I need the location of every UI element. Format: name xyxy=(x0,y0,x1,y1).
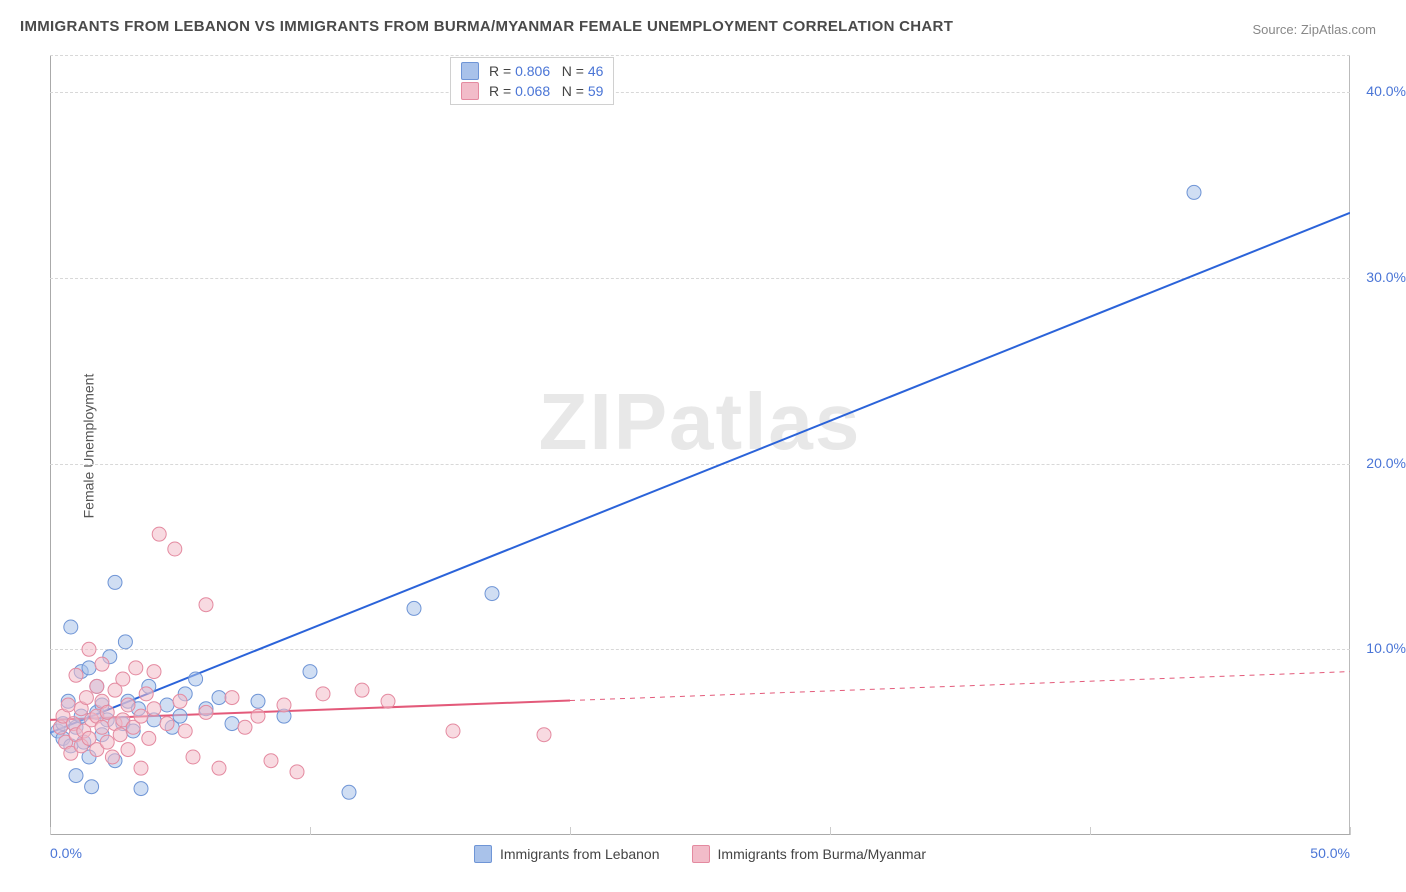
data-point xyxy=(108,575,122,589)
data-point xyxy=(199,598,213,612)
x-tick xyxy=(1350,827,1351,835)
data-point xyxy=(290,765,304,779)
data-point xyxy=(134,709,148,723)
data-point xyxy=(173,694,187,708)
data-point xyxy=(251,709,265,723)
data-point xyxy=(129,661,143,675)
legend-label-burma: Immigrants from Burma/Myanmar xyxy=(718,846,926,862)
data-point xyxy=(69,769,83,783)
data-point xyxy=(90,679,104,693)
data-point xyxy=(85,780,99,794)
data-point xyxy=(113,728,127,742)
x-tick-label: 0.0% xyxy=(50,845,82,861)
data-point xyxy=(82,661,96,675)
chart-title: IMMIGRANTS FROM LEBANON VS IMMIGRANTS FR… xyxy=(20,18,953,35)
y-tick-label: 30.0% xyxy=(1366,269,1406,285)
data-point xyxy=(134,761,148,775)
data-point xyxy=(264,754,278,768)
data-point xyxy=(82,642,96,656)
data-point xyxy=(277,698,291,712)
data-point xyxy=(178,724,192,738)
data-point xyxy=(342,785,356,799)
y-tick-label: 10.0% xyxy=(1366,640,1406,656)
swatch-lebanon xyxy=(474,845,492,863)
data-point xyxy=(105,750,119,764)
data-point xyxy=(95,720,109,734)
swatch-lebanon xyxy=(461,62,479,80)
data-point xyxy=(485,587,499,601)
data-point xyxy=(152,527,166,541)
swatch-burma xyxy=(692,845,710,863)
data-point xyxy=(225,691,239,705)
data-point xyxy=(446,724,460,738)
data-point xyxy=(139,687,153,701)
data-point xyxy=(121,743,135,757)
data-point xyxy=(134,782,148,796)
data-point xyxy=(121,698,135,712)
data-point xyxy=(118,635,132,649)
data-point xyxy=(79,691,93,705)
data-point xyxy=(199,705,213,719)
data-point xyxy=(537,728,551,742)
data-point xyxy=(95,657,109,671)
data-point xyxy=(64,620,78,634)
data-point xyxy=(147,702,161,716)
legend-label-lebanon: Immigrants from Lebanon xyxy=(500,846,660,862)
legend-series: Immigrants from Lebanon Immigrants from … xyxy=(474,845,926,863)
data-point xyxy=(407,601,421,615)
data-point xyxy=(100,735,114,749)
source-label: Source: ZipAtlas.com xyxy=(1252,22,1376,37)
data-point xyxy=(212,691,226,705)
data-point xyxy=(381,694,395,708)
data-point xyxy=(303,665,317,679)
data-point xyxy=(225,717,239,731)
data-point xyxy=(160,698,174,712)
data-point xyxy=(212,761,226,775)
data-point xyxy=(61,698,75,712)
plot-area: ZIPatlas 10.0%20.0%30.0%40.0% 0.0%50.0% … xyxy=(50,55,1350,835)
data-point xyxy=(1187,185,1201,199)
data-point xyxy=(355,683,369,697)
x-tick-label: 50.0% xyxy=(1310,845,1350,861)
swatch-burma xyxy=(461,82,479,100)
data-point xyxy=(160,717,174,731)
data-point xyxy=(316,687,330,701)
data-point xyxy=(173,709,187,723)
data-point xyxy=(186,750,200,764)
data-point xyxy=(116,672,130,686)
y-tick-label: 20.0% xyxy=(1366,455,1406,471)
data-point xyxy=(189,672,203,686)
legend-stats: R = 0.806 N = 46 R = 0.068 N = 59 xyxy=(450,57,614,105)
y-tick-label: 40.0% xyxy=(1366,83,1406,99)
data-point xyxy=(142,731,156,745)
scatter-points xyxy=(50,55,1350,835)
data-point xyxy=(168,542,182,556)
data-point xyxy=(69,668,83,682)
data-point xyxy=(147,665,161,679)
data-point xyxy=(238,720,252,734)
data-point xyxy=(251,694,265,708)
